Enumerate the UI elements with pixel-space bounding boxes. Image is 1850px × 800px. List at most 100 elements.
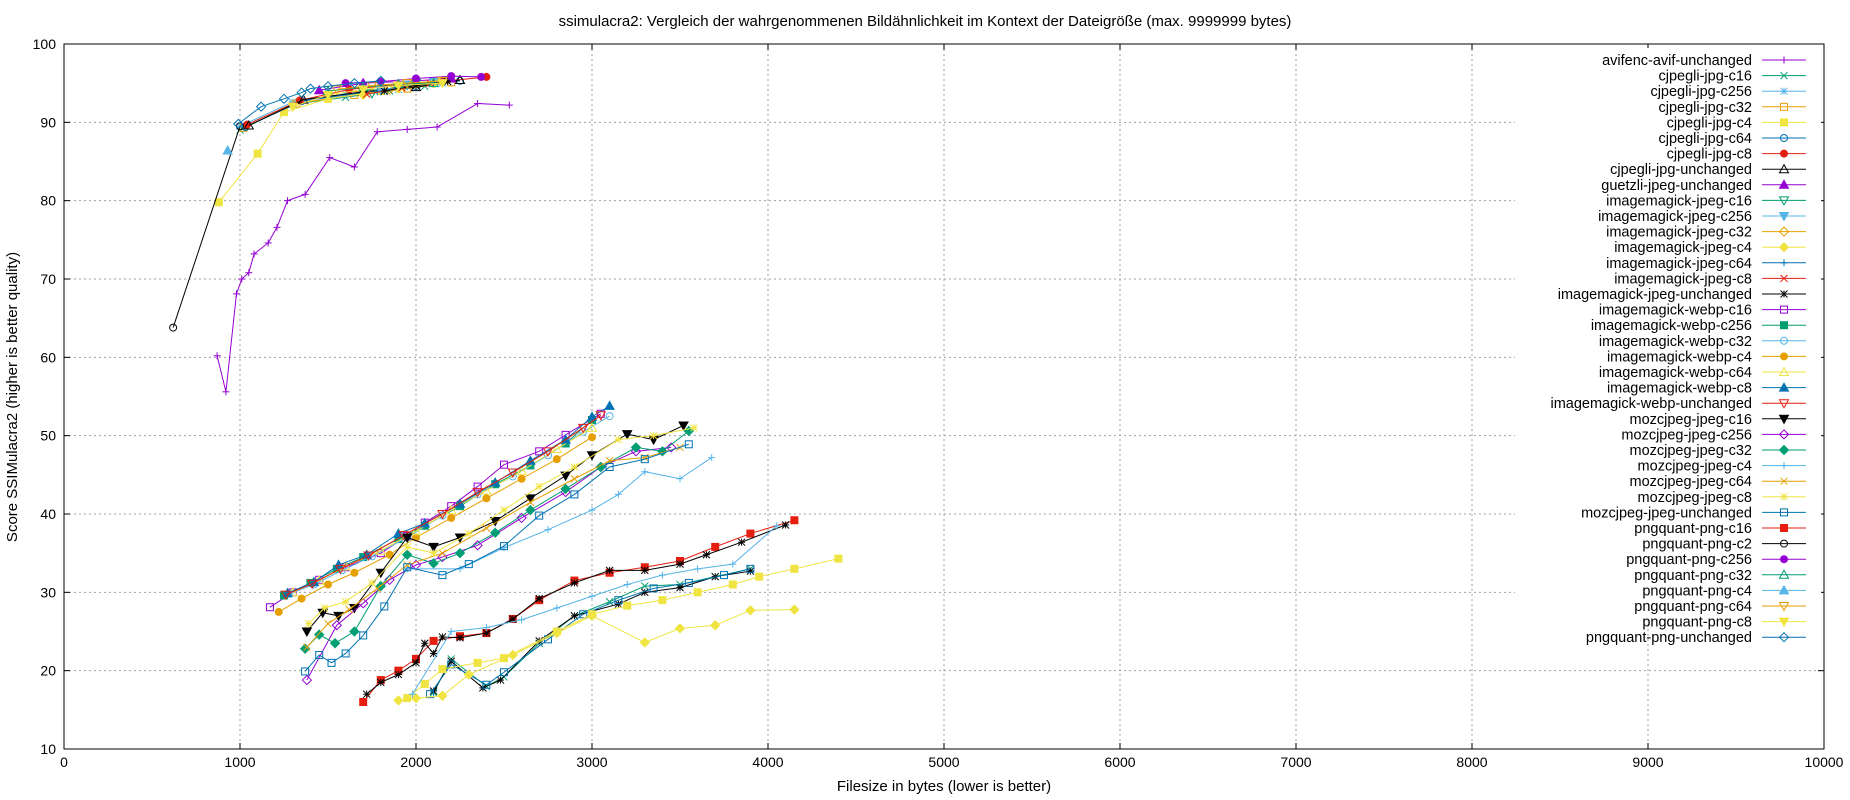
data-point — [284, 197, 292, 205]
data-point — [746, 564, 755, 573]
series-avifenc-avif-unchanged — [213, 100, 513, 396]
data-point — [639, 637, 651, 648]
legend-marker — [1780, 555, 1788, 564]
data-point — [789, 604, 800, 615]
legend-marker — [1780, 274, 1788, 283]
data-point — [375, 545, 387, 555]
legend-label: cjpegli-jpg-c16 — [1659, 69, 1753, 85]
data-point — [345, 605, 353, 614]
series-line — [172, 126, 241, 328]
legend-entry: imagemagick-jpeg-c16 — [1606, 193, 1806, 209]
legend-entry: imagemagick-jpeg-unchanged — [1558, 287, 1806, 303]
data-point — [586, 422, 598, 432]
data-point — [605, 463, 614, 471]
legend-entry: cjpegli-jpg-c8 — [1667, 147, 1806, 163]
data-point — [551, 627, 563, 639]
data-point — [380, 87, 389, 95]
data-point — [640, 455, 649, 464]
legend-entry: imagemagick-jpeg-c32 — [1606, 225, 1806, 241]
data-point — [658, 596, 667, 605]
data-point — [640, 566, 649, 575]
legend-marker — [1780, 290, 1788, 298]
series-pngquant-png-c4 — [222, 145, 234, 155]
data-point — [505, 101, 513, 109]
legend-marker — [1778, 366, 1790, 376]
legend-entry: cjpegli-jpg-c16 — [1659, 69, 1806, 85]
legend-label: imagemagick-webp-c64 — [1599, 365, 1752, 381]
legend-marker — [1778, 163, 1790, 174]
data-point — [588, 433, 596, 442]
data-point — [728, 580, 737, 589]
data-point — [693, 588, 702, 597]
legend-label: pngquant-png-c256 — [1626, 552, 1752, 568]
data-point — [477, 72, 486, 81]
legend-label: avifenc-avif-unchanged — [1602, 53, 1752, 69]
series-mozcjpeg-jpeg-c8 — [304, 423, 698, 628]
data-point — [500, 542, 508, 551]
legend-entry: cjpegli-jpg-c32 — [1659, 100, 1806, 116]
series-unnamed-44 — [408, 522, 781, 698]
legend-marker — [1778, 196, 1790, 206]
data-point — [482, 680, 491, 689]
data-point — [535, 511, 544, 520]
data-point — [518, 616, 526, 624]
data-point — [287, 102, 299, 113]
data-point — [579, 610, 588, 619]
y-tick-label: 80 — [40, 193, 56, 209]
data-point — [403, 543, 412, 551]
legend-entry: cjpegli-jpg-c4 — [1667, 115, 1806, 131]
data-point — [253, 149, 262, 158]
data-point — [412, 74, 420, 83]
legend-entry: cjpegli-jpg-unchanged — [1610, 162, 1806, 178]
legend-entry: imagemagick-webp-c256 — [1591, 318, 1806, 334]
data-point — [472, 488, 483, 498]
data-point — [614, 596, 623, 605]
data-point — [304, 619, 313, 628]
x-tick-label: 1000 — [224, 754, 255, 770]
data-point — [586, 411, 598, 421]
series-pngquant-png-c256 — [341, 72, 486, 88]
data-point — [834, 554, 843, 563]
legend-marker — [1780, 336, 1788, 345]
data-point — [516, 465, 527, 475]
legend-entry: pngquant-png-c2 — [1642, 537, 1806, 553]
series-unnamed-43 — [393, 604, 800, 706]
legend-marker — [1780, 305, 1788, 314]
legend-entry: mozcjpeg-jpeg-unchanged — [1581, 505, 1806, 521]
series-mozcjpeg-jpeg-c256 — [301, 442, 677, 686]
data-point — [238, 275, 246, 283]
data-point — [605, 566, 614, 575]
data-point — [296, 87, 307, 98]
legend-label: mozcjpeg-jpeg-c32 — [1629, 443, 1752, 459]
data-point — [334, 564, 346, 575]
series-imagemagick-webp-c8 — [282, 400, 615, 598]
legend-label: imagemagick-webp-c16 — [1599, 303, 1752, 319]
legend-marker — [1778, 399, 1790, 409]
legend-marker — [1780, 492, 1788, 501]
legend-entry: cjpegli-jpg-c64 — [1659, 131, 1806, 147]
data-point — [222, 145, 234, 155]
legend-entry: mozcjpeg-jpeg-c4 — [1638, 459, 1806, 475]
data-point — [341, 597, 350, 606]
data-point — [676, 583, 684, 592]
data-point — [729, 560, 737, 568]
legend-label: imagemagick-webp-c256 — [1591, 318, 1752, 334]
data-point — [410, 525, 422, 536]
data-point — [500, 668, 508, 677]
data-point — [535, 594, 544, 603]
legend-label: imagemagick-webp-unchanged — [1550, 396, 1752, 412]
legend-entry: imagemagick-jpeg-c64 — [1606, 256, 1806, 272]
data-point — [623, 581, 631, 588]
data-point — [401, 533, 413, 544]
data-point — [709, 620, 721, 631]
legend-marker — [1780, 508, 1788, 517]
legend-entry: pngquant-png-unchanged — [1586, 630, 1806, 646]
x-axis-ticks: 0 1000 2000 3000 4000 5000 6000 7000 8000 9000 100… — [60, 44, 1844, 770]
data-point — [393, 81, 404, 92]
data-point — [408, 690, 416, 698]
data-point — [340, 560, 351, 571]
data-point — [649, 431, 658, 440]
data-point — [507, 468, 519, 479]
legend-entry: pngquant-png-c16 — [1634, 521, 1806, 537]
legend-entry: mozcjpeg-jpeg-c256 — [1621, 427, 1806, 443]
